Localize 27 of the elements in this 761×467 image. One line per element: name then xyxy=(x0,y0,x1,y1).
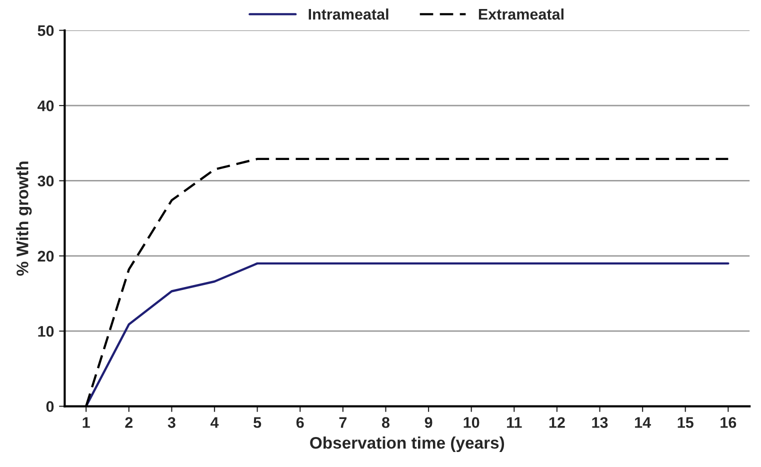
x-tick-label: 10 xyxy=(464,417,480,428)
y-axis-title: % With growth xyxy=(16,162,32,276)
x-tick-label: 1 xyxy=(82,417,90,428)
x-tick-label: 4 xyxy=(210,417,219,428)
y-tick-label: 30 xyxy=(38,176,54,186)
y-tick-label: 0 xyxy=(46,401,54,412)
x-axis-title: Observation time (years) xyxy=(310,436,504,452)
x-tick-label: 5 xyxy=(254,417,262,428)
x-tick-label: 7 xyxy=(339,417,347,428)
x-tick-label: 6 xyxy=(296,417,304,428)
x-tick-label: 9 xyxy=(424,417,432,428)
y-tick-label: 40 xyxy=(38,100,54,112)
legend-label: Intrameatal xyxy=(308,8,388,20)
x-tick-label: 8 xyxy=(382,417,390,428)
line-series xyxy=(84,262,730,406)
x-tick-label: 2 xyxy=(125,417,133,428)
legend-label: Extrameatal xyxy=(478,8,564,20)
y-tick-label: 50 xyxy=(38,25,54,36)
y-tick-label: 10 xyxy=(38,326,54,337)
x-tick-label: 12 xyxy=(549,417,565,428)
x-tick-label: 15 xyxy=(678,417,694,428)
x-tick-label: 11 xyxy=(507,417,522,428)
x-tick-label: 13 xyxy=(592,417,608,428)
x-tick-label: 14 xyxy=(635,417,651,428)
y-tick-label: 20 xyxy=(38,250,54,262)
x-tick-label: 3 xyxy=(168,417,176,428)
x-tick-label: 16 xyxy=(720,417,736,428)
